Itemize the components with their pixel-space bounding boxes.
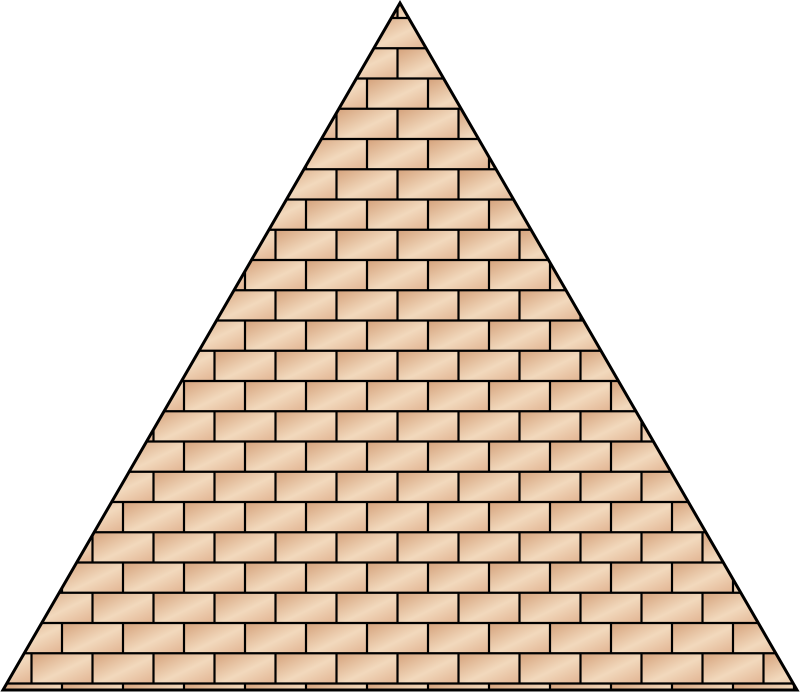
pyramid-illustration (0, 0, 800, 692)
pyramid-outline (0, 0, 800, 692)
